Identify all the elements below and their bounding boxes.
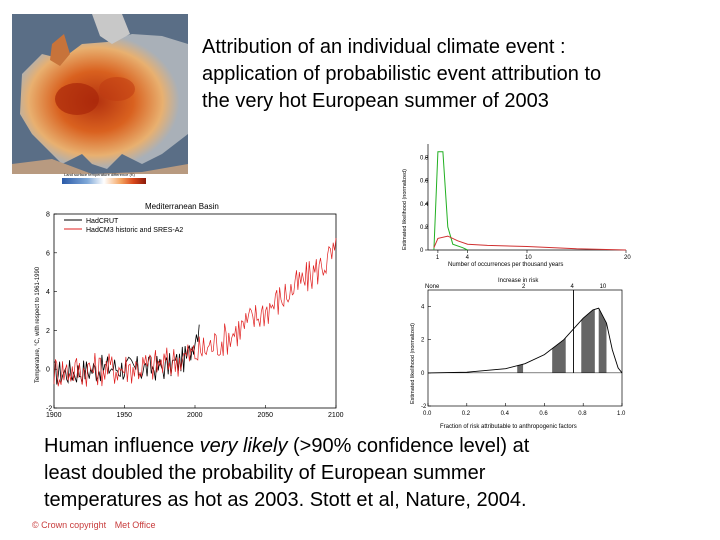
series-line-hadcrut bbox=[53, 324, 200, 385]
series-layer bbox=[433, 151, 627, 251]
legend-label-hadcrut: HadCRUT bbox=[86, 218, 119, 225]
y-axis-label: Temperature, °C, with respect to 1961-19… bbox=[35, 266, 41, 383]
map-scandinavia bbox=[92, 14, 130, 44]
conclusion-line-3: temperatures as hot as 2003. Stott et al… bbox=[44, 489, 527, 511]
series-line-hadcm3 bbox=[53, 237, 337, 387]
x-tick-label: 0.8 bbox=[578, 411, 587, 417]
x-tick-label: 10 bbox=[525, 255, 532, 261]
y-tick-label: -2 bbox=[46, 406, 52, 413]
plot-frame bbox=[427, 289, 623, 407]
x-tick-label: 0.4 bbox=[501, 411, 510, 417]
series-line-anthropogenic bbox=[433, 235, 627, 251]
x-tick-label: 4 bbox=[466, 255, 470, 261]
map-colorbar-label: Land surface temperature difference (K) bbox=[64, 172, 136, 177]
x-axis-label: Fraction of risk attributable to anthrop… bbox=[440, 424, 577, 430]
y-tick-label: 6 bbox=[46, 250, 50, 257]
y-tick-label: 8 bbox=[46, 212, 50, 219]
shaded-band bbox=[598, 308, 607, 373]
conclusion-line-1-end: (>90% confidence level) at bbox=[287, 435, 530, 457]
map-africa-coast bbox=[12, 159, 188, 174]
y-tick-label: -2 bbox=[421, 404, 427, 410]
series-layer bbox=[53, 237, 337, 387]
probability-curve bbox=[427, 307, 623, 374]
y-tick-label: 0.4 bbox=[420, 202, 429, 208]
y-tick-label: 0 bbox=[420, 248, 424, 254]
y-tick-label: 4 bbox=[421, 305, 425, 311]
shaded-band bbox=[581, 309, 595, 373]
title-line-2: application of probabilistic event attri… bbox=[202, 63, 602, 85]
shaded-band bbox=[517, 364, 524, 373]
x-tick-label: 0.2 bbox=[462, 411, 471, 417]
conclusion-text: Human influence very likely (>90% confid… bbox=[44, 433, 704, 514]
x-tick-label: 20 bbox=[624, 255, 631, 261]
footer-org: Met Office bbox=[114, 520, 156, 530]
chart-title: Increase in risk bbox=[498, 278, 539, 284]
tick-layer: 0.0 0.2 0.4 0.6 0.8 1.0 -2 0 2 4 None 2 4 10 bbox=[421, 284, 626, 417]
conclusion-line-1: Human influence very likely (>90% confid… bbox=[44, 433, 704, 460]
map-hotspot-central bbox=[99, 77, 135, 101]
title-line-1: Attribution of an individual climate eve… bbox=[202, 36, 566, 58]
y-tick-label: 0.2 bbox=[420, 225, 429, 231]
series-layer bbox=[427, 290, 623, 374]
footer: © Crown copyright Met Office bbox=[32, 520, 162, 530]
x-tick-label: 1 bbox=[436, 255, 440, 261]
x-tick-label: 1900 bbox=[46, 412, 62, 419]
y-axis-label: Estimated likelihood (normalized) bbox=[402, 169, 408, 250]
mediterranean-temperature-chart: Mediterranean Basin Temperature, °C, wit… bbox=[35, 202, 344, 420]
map-colorbar bbox=[62, 178, 146, 184]
x-tick-label: 2050 bbox=[258, 412, 274, 419]
y-axis-label: Estimated likelihood (normalized) bbox=[410, 323, 416, 404]
x-tick-label: 1950 bbox=[117, 412, 133, 419]
conclusion-line-2: least doubled the probability of Europea… bbox=[44, 462, 486, 484]
series-line-natural bbox=[433, 151, 468, 251]
europe-temperature-map: Land surface temperature difference (K) bbox=[12, 14, 188, 184]
title-line-3: the very hot European summer of 2003 bbox=[202, 90, 549, 112]
y-tick-label: 4 bbox=[46, 289, 50, 296]
footer-copyright: © Crown copyright bbox=[32, 520, 107, 530]
top-tick-label: None bbox=[425, 284, 440, 290]
slide-title: Attribution of an individual climate eve… bbox=[202, 34, 707, 115]
y-tick-label: 2 bbox=[421, 338, 425, 344]
conclusion-emphasis: very likely bbox=[199, 435, 288, 457]
top-tick-label: 2 bbox=[522, 284, 526, 290]
x-tick-label: 2100 bbox=[328, 412, 344, 419]
fraction-attributable-risk-chart: Increase in risk Estimated likelihood (n… bbox=[410, 278, 626, 430]
conclusion-line-1-start: Human influence bbox=[44, 435, 200, 457]
tick-layer: 1900 1950 2000 2050 2100 -2 0 2 4 6 8 bbox=[46, 212, 344, 420]
y-tick-label: 0.8 bbox=[420, 156, 429, 162]
x-tick-label: 2000 bbox=[187, 412, 203, 419]
top-tick-label: 4 bbox=[571, 284, 575, 290]
x-tick-label: 0.0 bbox=[423, 411, 432, 417]
tick-layer: 0 0.2 0.4 0.6 0.8 1 4 10 20 bbox=[420, 156, 631, 261]
legend-label-hadcm3: HadCM3 historic and SRES-A2 bbox=[86, 227, 183, 234]
y-tick-label: 0 bbox=[421, 371, 425, 377]
x-tick-label: 1.0 bbox=[617, 411, 626, 417]
x-axis-label: Number of occurrences per thousand years bbox=[448, 262, 563, 268]
map-britain bbox=[50, 34, 70, 66]
chart-title: Mediterranean Basin bbox=[145, 202, 219, 211]
map-hotspot-france bbox=[55, 83, 99, 115]
top-tick-label: 10 bbox=[600, 284, 607, 290]
risk-likelihood-chart: Estimated likelihood (normalized) 0 0.2 0.… bbox=[402, 144, 631, 268]
y-tick-label: 2 bbox=[46, 328, 50, 335]
map-land bbox=[20, 34, 188, 169]
x-tick-label: 0.6 bbox=[539, 411, 548, 417]
y-tick-label: 0 bbox=[46, 367, 50, 374]
y-tick-label: 0.6 bbox=[420, 179, 429, 185]
